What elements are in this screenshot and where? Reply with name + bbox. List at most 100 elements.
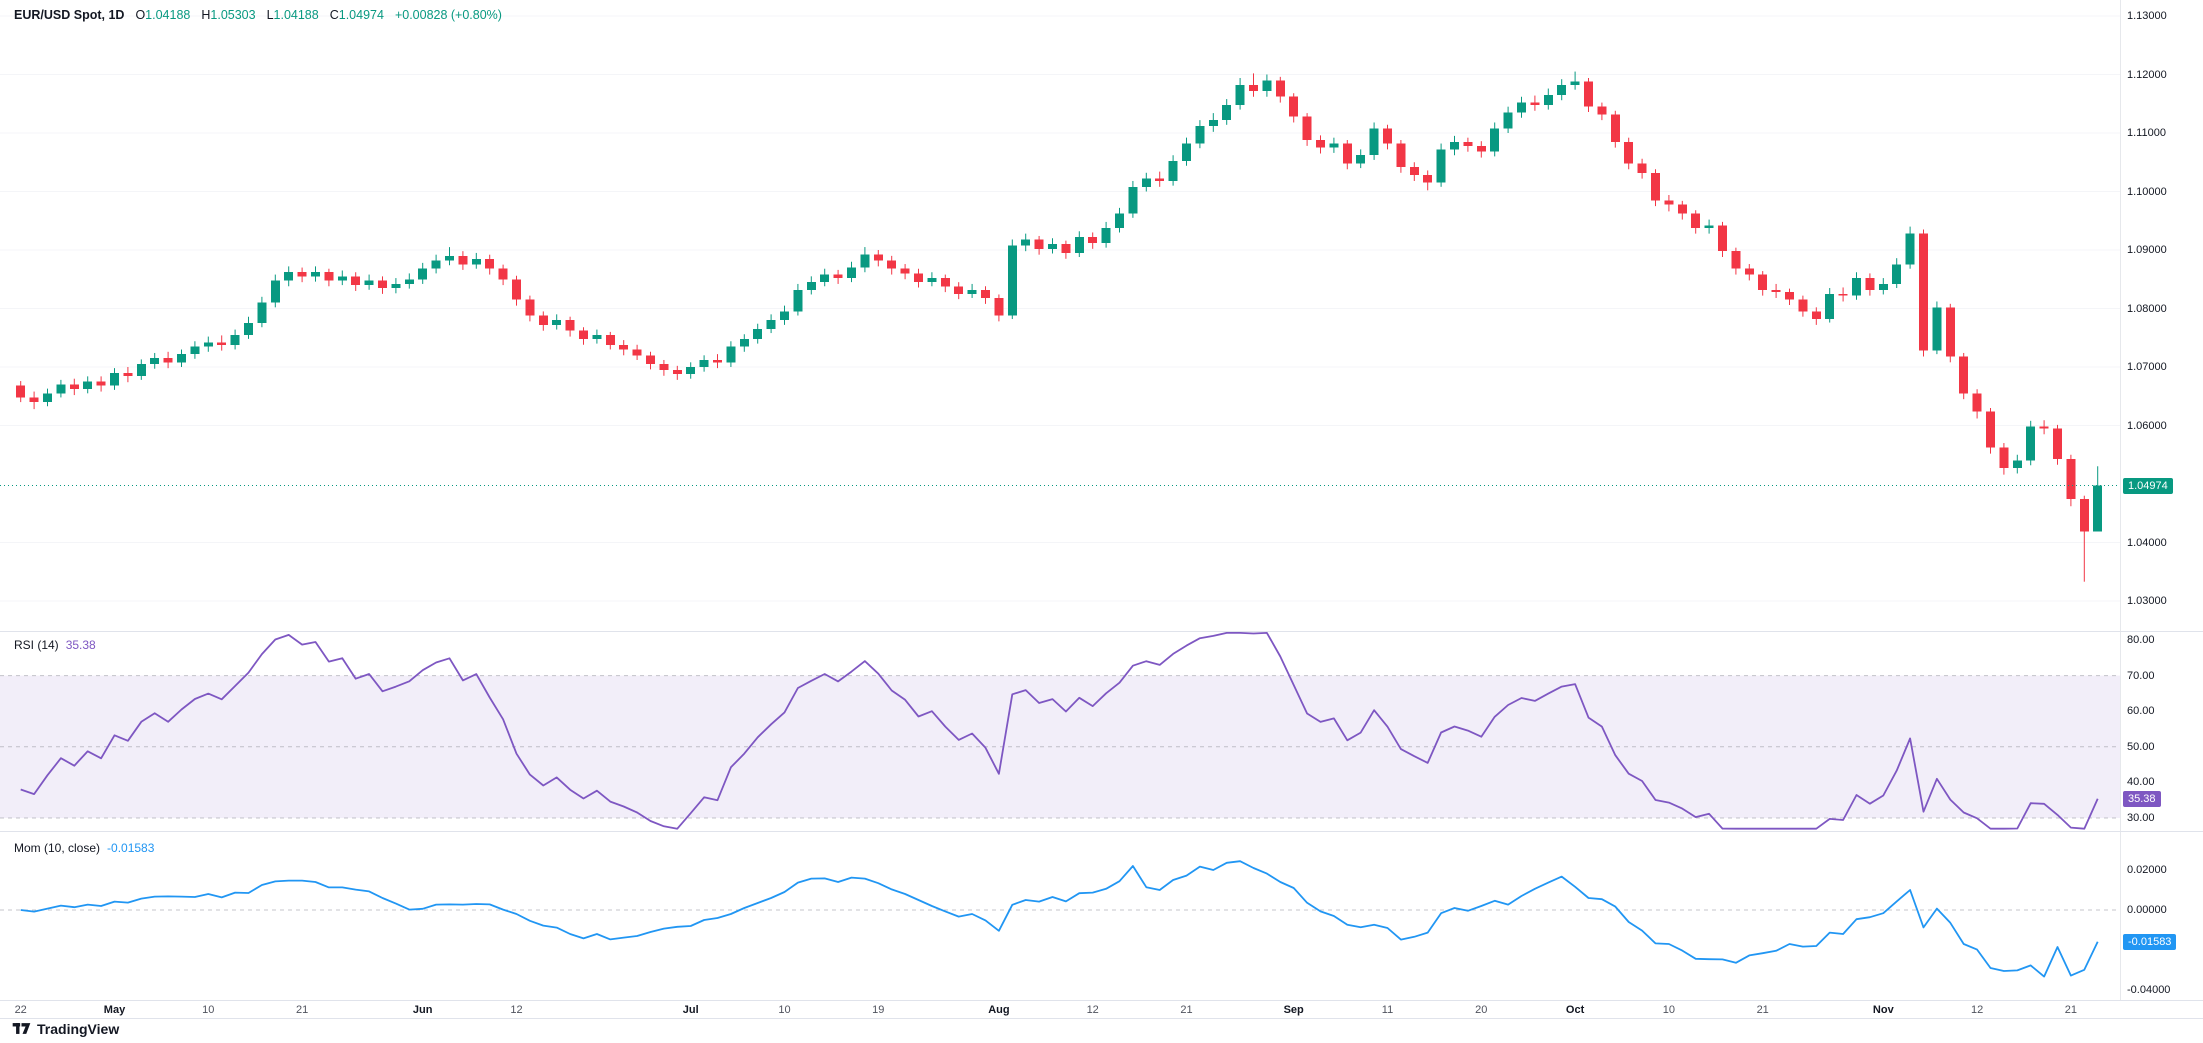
candle-body	[364, 280, 374, 286]
time-tick-label: 20	[1475, 1004, 1488, 1016]
mom-tick-label: -0.04000	[2127, 984, 2171, 996]
candle-body	[1758, 274, 1768, 290]
candle-body	[900, 268, 910, 274]
price-scale[interactable]	[2120, 0, 2203, 1000]
momentum-legend[interactable]: Mom (10, close) -0.01583	[14, 841, 154, 855]
candle-body	[2093, 485, 2103, 532]
candle-body	[753, 328, 763, 339]
ohlc-open: O1.04188	[135, 8, 190, 22]
candle-body	[29, 397, 39, 403]
ohlc-high: H1.05303	[201, 8, 255, 22]
time-tick-label: 12	[1970, 1004, 1984, 1016]
candle-body	[1704, 225, 1714, 228]
symbol-legend[interactable]: EUR/USD Spot, 1D O1.04188 H1.05303 L1.04…	[14, 8, 502, 22]
candle-body	[1383, 128, 1392, 144]
candle-body	[887, 260, 897, 269]
rsi-value-badge: 35.38	[2123, 790, 2161, 807]
candle-body	[1651, 172, 1660, 201]
candle-body	[954, 286, 964, 294]
candle-body	[1570, 81, 1580, 86]
rsi-legend[interactable]: RSI (14) 35.38	[14, 638, 96, 652]
candle-body	[2026, 426, 2036, 461]
candle-body	[83, 381, 93, 390]
candle-body	[820, 274, 830, 283]
candle-body	[1182, 143, 1191, 162]
tradingview-logo[interactable]: TradingView	[12, 1020, 119, 1037]
rsi-tick-label: 40.00	[2127, 776, 2155, 789]
candle-body	[1409, 166, 1419, 176]
candle-body	[1128, 186, 1138, 214]
candle-body	[431, 260, 441, 269]
ohlc-low: L1.04188	[267, 8, 319, 22]
candle-body	[1543, 94, 1553, 105]
time-tick-label: 22	[14, 1004, 27, 1016]
candle-body	[1517, 102, 1526, 113]
candle-body	[766, 320, 776, 329]
candle-body	[391, 283, 401, 289]
candle-body	[713, 359, 722, 363]
price-tick-label: 1.13000	[2127, 10, 2167, 22]
candle-body	[672, 369, 682, 375]
candlestick-series[interactable]	[16, 71, 2103, 582]
price-tick-label: 1.09000	[2127, 244, 2167, 256]
time-axis-separator	[0, 1000, 2203, 1001]
footer-separator	[0, 1018, 2203, 1019]
candle-body	[177, 354, 186, 363]
candle-body	[1932, 307, 1942, 351]
candle-body	[1972, 393, 1982, 412]
candle-body	[1034, 239, 1044, 249]
time-tick-label: 21	[1180, 1004, 1193, 1016]
candle-body	[1892, 264, 1902, 284]
mom-value-badge: -0.01583	[2123, 933, 2177, 950]
candle-body	[1208, 120, 1218, 126]
candle-body	[1141, 178, 1151, 187]
candle-body	[311, 272, 320, 277]
candle-body	[230, 334, 240, 345]
candle-body	[967, 289, 977, 294]
ohlc-high-key: H	[201, 8, 211, 22]
price-tick-label: 1.11000	[2127, 127, 2166, 139]
rsi-pane[interactable]	[0, 632, 2120, 830]
candle-body	[110, 372, 119, 386]
candle-body	[418, 268, 428, 280]
momentum-value: -0.01583	[107, 841, 155, 855]
candle-body	[981, 289, 990, 298]
candle-body	[2079, 499, 2089, 532]
ohlc-low-key: L	[266, 8, 274, 22]
candle-body	[1463, 141, 1473, 146]
ohlc-open-key: O	[135, 8, 146, 22]
time-tick-label: Nov	[1872, 1004, 1894, 1016]
rsi-tick-label: 60.00	[2127, 705, 2155, 718]
price-change: +0.00828 (+0.80%)	[394, 8, 502, 22]
candle-body	[860, 254, 870, 268]
time-tick-label: Aug	[988, 1004, 1010, 1016]
momentum-line	[20, 860, 2099, 978]
candle-body	[485, 258, 495, 269]
mom-tick-label: 0.02000	[2127, 864, 2167, 876]
time-tick-label: Sep	[1283, 1004, 1304, 1016]
time-tick-label: 12	[510, 1004, 523, 1016]
time-tick-label: 12	[1086, 1004, 1099, 1016]
candle-body	[1691, 213, 1701, 228]
candle-body	[1878, 283, 1888, 290]
candle-body	[163, 358, 173, 363]
momentum-pane[interactable]	[0, 860, 2120, 978]
symbol-title[interactable]: EUR/USD Spot, 1D	[14, 8, 125, 22]
candle-body	[1771, 289, 1781, 293]
price-tick-label: 1.06000	[2127, 419, 2167, 432]
candle-body	[270, 280, 280, 303]
candle-body	[1557, 85, 1567, 95]
candle-body	[1865, 278, 1875, 290]
price-tick-label: 1.10000	[2127, 185, 2167, 198]
candle-body	[351, 276, 361, 286]
pane-separator[interactable]	[0, 831, 2203, 832]
candle-body	[1597, 106, 1607, 115]
candle-body	[605, 334, 615, 345]
candle-body	[1396, 143, 1406, 167]
pane-separator[interactable]	[0, 631, 2203, 632]
candle-body	[873, 254, 883, 261]
candle-body	[1677, 204, 1687, 214]
candle-body	[1610, 114, 1620, 142]
candle-body	[659, 364, 669, 370]
